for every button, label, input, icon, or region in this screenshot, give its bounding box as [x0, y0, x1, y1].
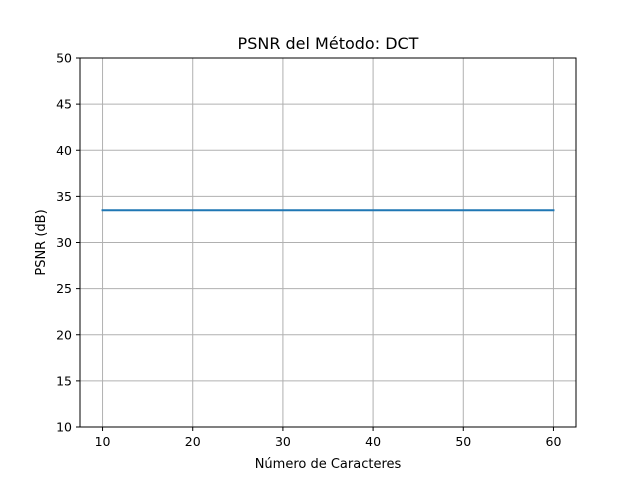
y-tick-label: 35	[56, 189, 72, 204]
x-axis-ticks: 10 20 30 40 50 60	[95, 427, 562, 449]
x-tick-label: 20	[185, 434, 201, 449]
grid-lines	[80, 57, 576, 428]
y-tick-label: 45	[56, 97, 72, 112]
y-axis-label: PSNR (dB)	[34, 209, 49, 275]
y-tick-label: 15	[56, 373, 72, 388]
x-axis-label: Número de Caracteres	[255, 457, 402, 472]
x-tick-label: 10	[95, 434, 111, 449]
y-axis-ticks: 10 15 20 25 30 35 40 45 50	[56, 51, 80, 435]
y-tick-label: 30	[56, 235, 72, 250]
y-tick-label: 50	[56, 51, 72, 66]
y-tick-label: 20	[56, 327, 72, 342]
x-tick-label: 60	[546, 434, 562, 449]
y-tick-label: 40	[56, 143, 72, 158]
y-tick-label: 10	[56, 420, 72, 435]
chart-title: PSNR del Método: DCT	[238, 34, 419, 53]
y-tick-label: 25	[56, 281, 72, 296]
x-tick-label: 50	[455, 434, 471, 449]
x-tick-label: 30	[275, 434, 291, 449]
x-tick-label: 40	[365, 434, 381, 449]
